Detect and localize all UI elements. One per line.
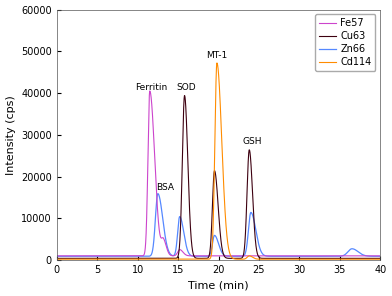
Cu63 [260, 257, 265, 260]
Line: Fe57: Fe57 [57, 91, 380, 256]
Legend: Fe57, Cu63, Zn66, Cd114: Fe57, Cu63, Zn66, Cd114 [315, 15, 376, 71]
Line: Cu63: Cu63 [57, 96, 380, 258]
Zn66 [54, 255, 59, 258]
Text: MT-1: MT-1 [206, 51, 227, 60]
Cd114 [378, 258, 383, 261]
Cd114 [294, 258, 299, 261]
Fe57 [260, 254, 265, 258]
Zn66 [172, 254, 176, 257]
Cd114 [71, 258, 75, 261]
Fe57 [71, 254, 75, 258]
Cd114 [172, 258, 176, 261]
Fe57 [294, 254, 299, 258]
Cd114 [214, 61, 219, 65]
Fe57 [54, 254, 59, 258]
Cd114 [260, 258, 265, 261]
X-axis label: Time (min): Time (min) [188, 280, 249, 290]
Zn66 [378, 255, 383, 258]
Line: Cd114: Cd114 [57, 63, 380, 259]
Y-axis label: Intensity (cps): Intensity (cps) [5, 95, 16, 175]
Fe57 [147, 89, 152, 93]
Line: Zn66: Zn66 [57, 194, 380, 256]
Cu63 [378, 257, 383, 260]
Cd114 [246, 255, 250, 258]
Cu63 [312, 257, 316, 260]
Fe57 [172, 254, 176, 258]
Cd114 [312, 258, 316, 261]
Text: GSH: GSH [243, 137, 262, 147]
Fe57 [312, 254, 316, 258]
Zn66 [294, 255, 299, 258]
Text: Ferritin: Ferritin [135, 83, 167, 92]
Cu63 [246, 159, 250, 163]
Zn66 [260, 252, 265, 255]
Cd114 [54, 258, 59, 261]
Zn66 [246, 230, 250, 234]
Text: BSA: BSA [156, 184, 174, 192]
Cu63 [54, 257, 59, 260]
Zn66 [71, 255, 75, 258]
Cu63 [182, 94, 187, 97]
Cu63 [294, 257, 299, 260]
Text: SOD: SOD [176, 83, 196, 92]
Fe57 [378, 254, 383, 258]
Fe57 [246, 254, 250, 258]
Zn66 [156, 192, 160, 195]
Zn66 [312, 255, 316, 258]
Cu63 [172, 257, 176, 260]
Cu63 [71, 257, 75, 260]
